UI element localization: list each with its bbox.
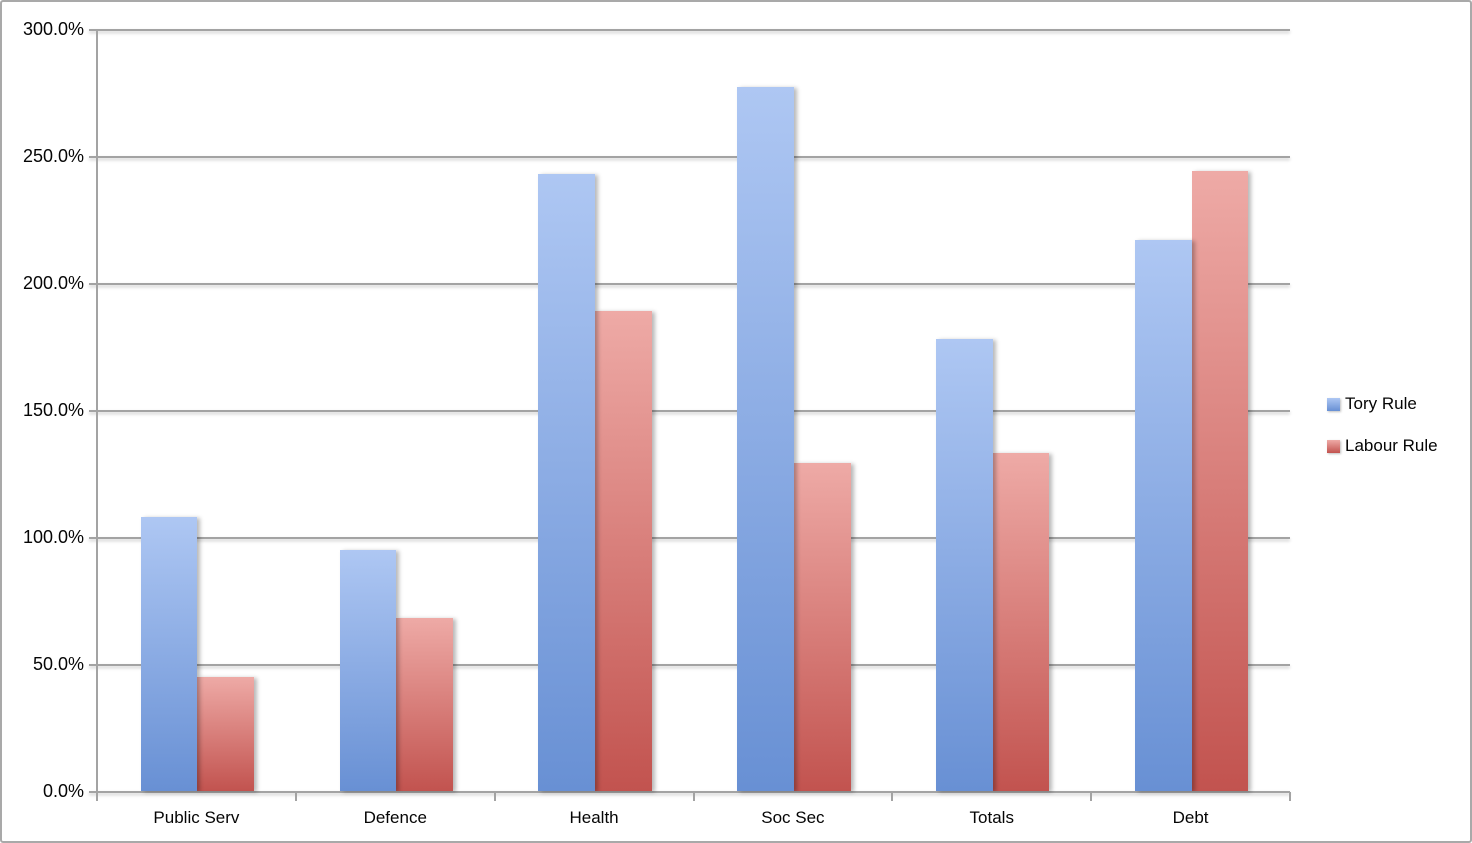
bar-tory-rule-soc-sec[interactable] [737,87,794,791]
bar-labour-rule-debt[interactable] [1191,171,1249,791]
gridline-300-0 [89,29,1290,31]
x-axis-tick [692,792,695,801]
tory-rule-swatch-icon [1327,397,1340,411]
x-axis-tick [1289,792,1291,801]
bar-labour-rule-defence[interactable] [396,618,453,791]
bar-tory-rule-public-serv[interactable] [140,516,198,791]
bar-tory-rule-defence[interactable] [339,549,397,791]
x-axis-tick [1090,792,1093,801]
bar-labour-rule-health[interactable] [595,310,652,791]
bar-labour-rule-public-serv[interactable] [197,676,255,791]
bar-labour-rule-totals[interactable] [992,453,1050,791]
bar-tory-rule-debt[interactable] [1134,239,1192,791]
x-axis-category-label: Defence [363,808,427,827]
legend-item-labour-rule: Labour Rule [1327,436,1438,456]
y-axis-tick-label: 0.0% [42,781,84,801]
bar-tory-rule-health[interactable] [538,173,596,791]
gridline-150-0 [89,410,1290,412]
gridline-50-0 [89,664,1290,666]
x-axis-category-label: Public Serv [153,808,240,827]
x-axis-category-label: Soc Sec [761,808,825,827]
legend-label-labour-rule: Labour Rule [1345,436,1438,455]
x-axis-tick [96,792,98,801]
x-axis-tick [891,792,894,801]
y-axis-tick-label: 200.0% [22,273,84,293]
y-axis-tick-label: 50.0% [32,654,84,674]
y-axis-tick-label: 100.0% [22,527,84,547]
x-axis-category-label: Health [569,808,619,827]
x-axis-category-label: Totals [969,808,1014,827]
x-axis-tick [493,792,496,801]
y-axis-line [96,30,98,794]
labour-rule-swatch-icon [1327,439,1340,453]
y-axis-tick-label: 150.0% [22,400,84,420]
gridline-100-0 [89,537,1290,539]
legend-label-tory-rule: Tory Rule [1345,394,1417,413]
bar-tory-rule-totals[interactable] [936,338,993,791]
gridline-200-0 [89,283,1290,285]
y-axis-tick-label: 300.0% [22,19,84,39]
gridline-0-0 [89,791,1290,793]
y-axis-tick-label: 250.0% [22,146,84,166]
gridline-250-0 [89,156,1290,158]
bar-labour-rule-soc-sec[interactable] [793,463,851,791]
x-axis-tick [294,792,297,801]
x-axis-category-label: Debt [1172,808,1209,827]
legend-item-tory-rule: Tory Rule [1327,394,1417,414]
